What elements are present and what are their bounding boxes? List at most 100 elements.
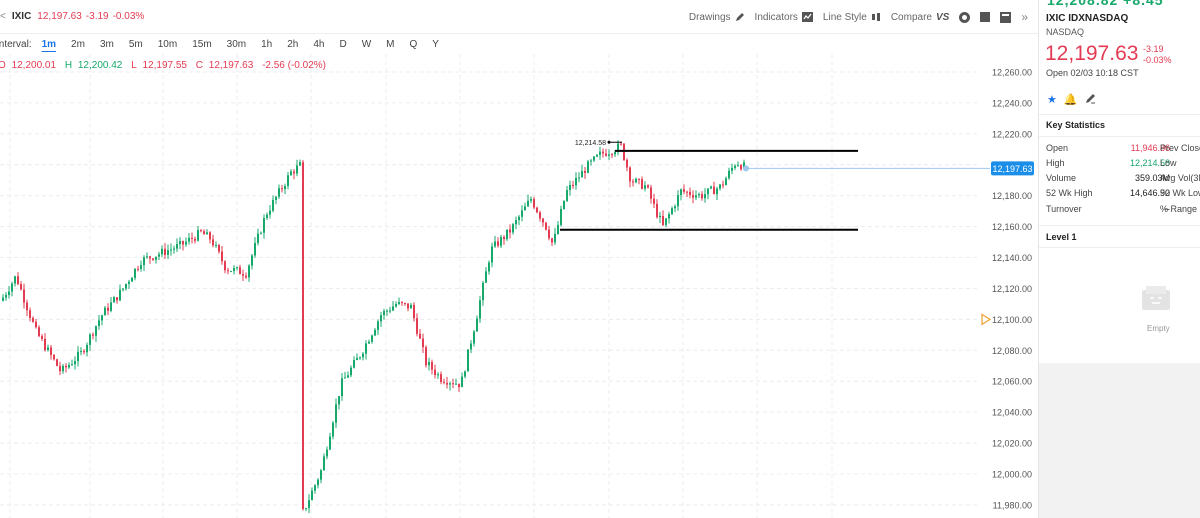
candle-body: [134, 268, 136, 278]
candle-body: [416, 318, 418, 334]
candle-body: [644, 185, 646, 189]
candle-body: [188, 237, 190, 242]
interval-quarter[interactable]: Q: [409, 38, 418, 50]
candle-body: [278, 188, 280, 197]
candle-body: [515, 220, 517, 225]
candle-body: [185, 241, 187, 245]
candle-body: [518, 216, 520, 221]
y-axis-label: 12,000.00: [992, 470, 1032, 480]
interval-day[interactable]: D: [339, 38, 347, 50]
candle-body: [356, 357, 358, 361]
candle-body: [107, 307, 109, 311]
y-axis-label: 12,120.00: [992, 284, 1032, 294]
stat-label-2: 52 Wk Low: [1160, 188, 1200, 198]
candle-body: [701, 194, 703, 199]
stat-value: 359.03M: [1134, 173, 1170, 183]
top-toolbar: < IXIC 12,197.63 -3.19 -0.03% Drawings I…: [0, 0, 1038, 34]
candle-body: [41, 336, 43, 339]
expand-panel-icon[interactable]: »: [1021, 10, 1028, 24]
candle-body: [593, 156, 595, 161]
watchlist-star-icon[interactable]: ★: [1047, 94, 1057, 106]
candle-body: [671, 208, 673, 215]
candle-body: [215, 244, 217, 246]
candle-body: [365, 343, 367, 354]
candle-body: [554, 233, 556, 243]
candle-body: [446, 382, 448, 385]
candle-body: [431, 362, 433, 370]
candle-body: [407, 303, 409, 309]
stat-label: Turnover: [1046, 204, 1082, 214]
candle-body: [254, 242, 256, 256]
candle-body: [626, 159, 628, 168]
candle-body: [44, 338, 46, 351]
panel-title: IXIC IDXNASDAQ: [1046, 13, 1129, 24]
candle-body: [674, 206, 676, 209]
fullscreen-square-icon[interactable]: [980, 12, 991, 22]
y-axis-label: 12,160.00: [992, 222, 1032, 232]
candle-body: [194, 238, 196, 241]
interval-5m[interactable]: 5m: [128, 38, 143, 50]
panel-actions: ★ 🔔: [1047, 93, 1096, 106]
candle-body: [251, 255, 253, 266]
candle-body: [83, 351, 85, 353]
indicators-button[interactable]: Indicators: [755, 12, 813, 23]
interval-2h[interactable]: 2h: [287, 38, 299, 50]
stat-row-high: High 12,214.58 Low: [1039, 158, 1200, 170]
settings-gear-icon[interactable]: [959, 11, 971, 23]
candle-body: [692, 195, 694, 198]
candle-body: [86, 344, 88, 353]
candle-body: [509, 229, 511, 233]
candle-body: [128, 281, 130, 284]
interval-15m[interactable]: 15m: [192, 38, 212, 50]
candle-body: [212, 239, 214, 246]
candle-body: [599, 151, 601, 155]
candle-body: [8, 291, 10, 295]
divider: [1039, 225, 1200, 226]
candle-body: [302, 162, 304, 510]
candle-body: [221, 251, 223, 262]
candle-body: [233, 267, 235, 272]
candle-body: [536, 207, 538, 213]
layout-icon[interactable]: [1000, 11, 1012, 23]
interval-year[interactable]: Y: [432, 38, 439, 50]
candle-body: [608, 154, 610, 156]
y-axis-label: 12,080.00: [992, 346, 1032, 356]
candle-body: [344, 377, 346, 379]
candle-body: [602, 151, 604, 154]
interval-10m[interactable]: 10m: [157, 38, 178, 50]
candle-body: [77, 351, 79, 362]
candle-body: [179, 241, 181, 245]
candle-body: [596, 154, 598, 157]
alert-bell-icon[interactable]: 🔔: [1063, 94, 1078, 106]
panel-cut-off-quote: 12,208.82 +8.45: [1047, 0, 1164, 8]
candle-body: [530, 199, 532, 201]
candlestick-chart[interactable]: 12,260.0012,240.0012,220.0012,200.0012,1…: [0, 54, 1038, 518]
interval-2m[interactable]: 2m: [71, 38, 85, 50]
interval-month[interactable]: M: [386, 38, 395, 50]
y-axis-label: 12,240.00: [992, 98, 1032, 108]
y-axis-label: 12,140.00: [992, 253, 1032, 263]
candle-body: [428, 362, 430, 366]
interval-1m[interactable]: 1m: [41, 38, 57, 50]
indicators-label: Indicators: [754, 11, 798, 23]
quote-side-panel: 12,208.82 +8.45 IXIC IDXNASDAQ NASDAQ 12…: [1038, 0, 1200, 518]
candle-body: [95, 326, 97, 336]
candle-body: [275, 196, 277, 200]
interval-30m[interactable]: 30m: [226, 38, 247, 50]
interval-week[interactable]: W: [361, 38, 372, 50]
candle-body: [317, 479, 319, 486]
interval-3m[interactable]: 3m: [99, 38, 114, 50]
drawings-button[interactable]: Drawings: [689, 12, 745, 23]
candle-body: [359, 357, 361, 359]
line-style-button[interactable]: Line Style: [823, 12, 881, 23]
interval-4h[interactable]: 4h: [313, 38, 325, 50]
candle-body: [131, 277, 133, 282]
candle-body: [404, 303, 406, 305]
candle-body: [659, 215, 661, 218]
compare-button[interactable]: Compare VS: [891, 12, 949, 23]
draw-pen-icon[interactable]: [1085, 93, 1096, 104]
back-chevron-icon[interactable]: <: [0, 11, 6, 22]
interval-1h[interactable]: 1h: [261, 38, 273, 50]
candle-body: [104, 307, 106, 316]
